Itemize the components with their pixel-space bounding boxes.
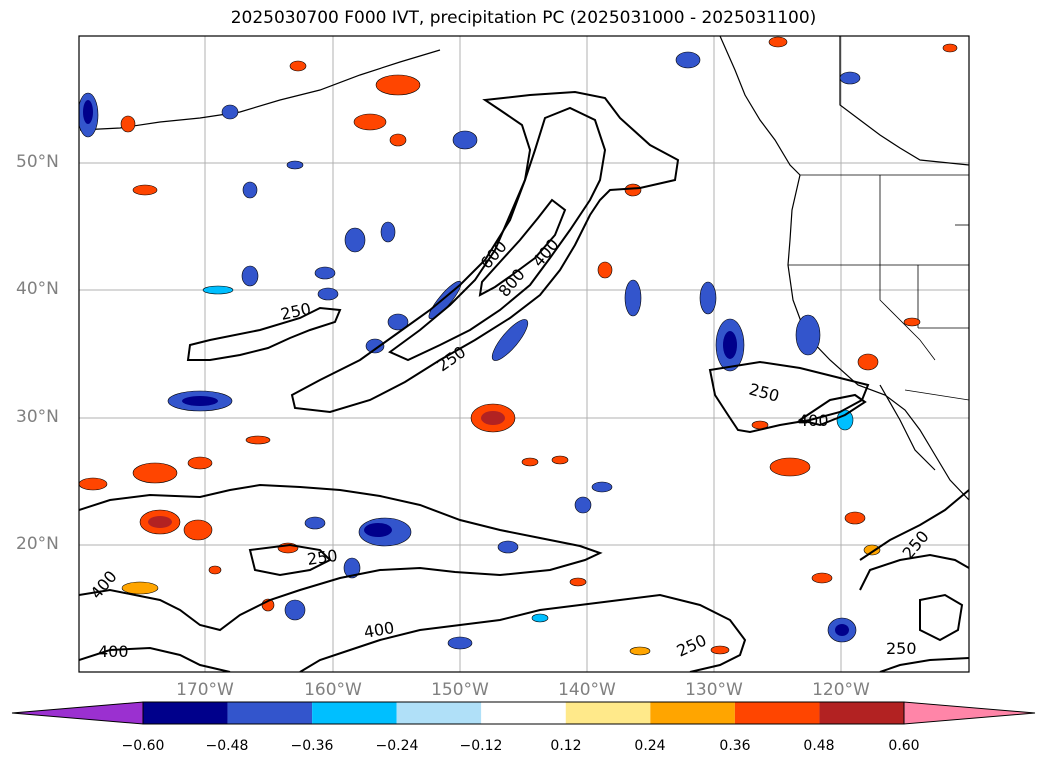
precip-positive bbox=[79, 36, 958, 656]
lon-label-120w: 120°W bbox=[812, 680, 870, 700]
colorbar-tick-label: −0.48 bbox=[205, 738, 249, 754]
lat-label-40n: 40°N bbox=[16, 279, 59, 299]
colorbar-tick-label: 0.36 bbox=[719, 738, 751, 754]
colorbar-cell bbox=[734, 702, 820, 724]
contour-label: 250 bbox=[306, 546, 339, 569]
colorbar-cell bbox=[312, 702, 397, 724]
lon-label-140w: 140°W bbox=[558, 680, 616, 700]
colorbar-tick-label: 0.60 bbox=[888, 738, 920, 754]
lat-label-30n: 30°N bbox=[16, 407, 59, 427]
lon-label-170w: 170°W bbox=[176, 680, 234, 700]
colorbar-cell bbox=[819, 702, 904, 724]
contour-label: 400 bbox=[798, 411, 829, 430]
colorbar-cell bbox=[227, 702, 313, 724]
map-figure: 250 600 400 800 250 250 400 250 400 400 … bbox=[78, 35, 970, 673]
colorbar bbox=[11, 701, 1036, 725]
colorbar-tick-label: −0.60 bbox=[121, 738, 165, 754]
lon-label-150w: 150°W bbox=[431, 680, 489, 700]
colorbar-tick-label: 0.24 bbox=[634, 738, 666, 754]
contour-label: 400 bbox=[98, 642, 129, 661]
ivt-contours bbox=[79, 90, 969, 672]
map-background bbox=[79, 36, 969, 672]
map-title: 2025030700 F000 IVT, precipitation PC (2… bbox=[230, 8, 817, 28]
colorbar-extend-high bbox=[903, 701, 1036, 725]
colorbar-tick-label: 0.48 bbox=[803, 738, 835, 754]
map-frame bbox=[78, 35, 970, 673]
lat-label-20n: 20°N bbox=[16, 534, 59, 554]
colorbar-tick-label: −0.36 bbox=[290, 738, 334, 754]
colorbar-cell bbox=[481, 702, 566, 724]
colorbar-tick-label: −0.24 bbox=[375, 738, 419, 754]
state-borders bbox=[788, 174, 969, 401]
lat-label-50n: 50°N bbox=[16, 152, 59, 172]
precip-negative bbox=[79, 51, 861, 650]
colorbar-tick-label: −0.12 bbox=[459, 738, 503, 754]
colorbar-cell bbox=[396, 702, 482, 724]
colorbar-tick-label: 0.12 bbox=[550, 738, 582, 754]
lon-label-130w: 130°W bbox=[685, 680, 743, 700]
colorbar-cell bbox=[650, 702, 735, 724]
colorbar-cell bbox=[565, 702, 651, 724]
graticule bbox=[79, 36, 969, 672]
colorbar-extend-low bbox=[11, 701, 144, 725]
colorbar-cell bbox=[143, 702, 228, 724]
coastline bbox=[79, 36, 969, 501]
lon-label-160w: 160°W bbox=[304, 680, 362, 700]
contour-label: 250 bbox=[886, 639, 917, 658]
